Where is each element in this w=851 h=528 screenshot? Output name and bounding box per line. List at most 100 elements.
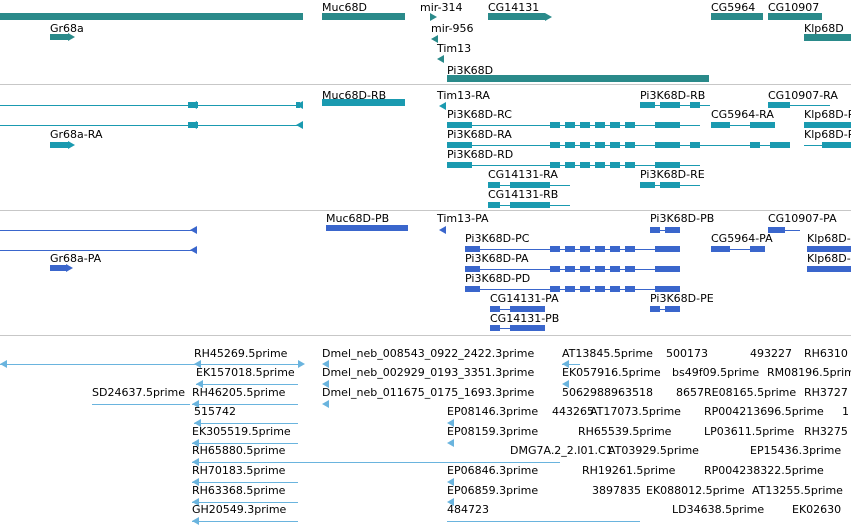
feature-intron-line (92, 404, 190, 405)
feature-exon (550, 142, 560, 148)
strand-arrow-left-icon (562, 380, 569, 388)
feature-label: Tim13 (437, 42, 472, 55)
feature-label: RH70183.5prime (192, 464, 286, 477)
feature-intron-line (192, 521, 298, 522)
feature-intron-line (768, 105, 830, 106)
feature-exon (447, 142, 472, 148)
strand-arrow-left-icon (194, 419, 201, 427)
feature-label: bs49f09.5prime (672, 366, 760, 379)
strand-arrow-left-icon (190, 101, 197, 109)
feature-label: LP03611.5prime (704, 425, 795, 438)
strand-arrow-left-icon (192, 400, 199, 408)
feature-label: Pi3K68D-PC (465, 232, 530, 245)
feature-intron-line (188, 105, 300, 106)
feature-intron-line (192, 482, 298, 483)
feature-label: SD24637.5prime (92, 386, 185, 399)
feature-exon (804, 122, 851, 128)
feature-label: EK305519.5prime (192, 425, 291, 438)
feature-exon (770, 142, 790, 148)
feature-label: RH45269.5prime (194, 347, 288, 360)
feature-label: AT17073.5prime (590, 405, 681, 418)
feature-exon (565, 142, 575, 148)
feature-label: EK02630 (792, 503, 842, 516)
strand-arrow-right-icon (430, 13, 437, 21)
feature-exon (625, 142, 635, 148)
feature-label: CG14131-RA (488, 168, 558, 181)
feature-label: Tim13-RA (437, 89, 490, 102)
strand-arrow-left-icon (562, 360, 569, 368)
feature-label: Muc68D-RB (322, 89, 387, 102)
feature-exon (610, 162, 620, 168)
strand-arrow-left-icon (431, 35, 438, 43)
feature-exon (768, 227, 785, 233)
feature-exon (565, 266, 575, 272)
feature-exon (580, 142, 590, 148)
feature-exon (650, 306, 660, 312)
feature-exon (625, 246, 635, 252)
feature-label: CG14131-PA (490, 292, 559, 305)
feature-label: Klp68D-PA (807, 232, 851, 245)
feature-exon (595, 266, 605, 272)
strand-arrow-left-icon (322, 380, 329, 388)
feature-exon (580, 286, 590, 292)
feature-label: Dmel_neb_002929_0193_3351.3prime (322, 366, 535, 379)
feature-exon (610, 286, 620, 292)
feature-exon (565, 122, 575, 128)
strand-arrow-left-icon (296, 121, 303, 129)
feature-block (768, 13, 822, 20)
feature-exon (488, 202, 500, 208)
feature-label: Klp68D-PB (807, 252, 851, 265)
feature-exon (655, 286, 680, 292)
feature-block (322, 99, 405, 106)
feature-exon (595, 246, 605, 252)
track-separator (0, 84, 851, 85)
track-separator (0, 210, 851, 211)
feature-exon (490, 325, 500, 331)
feature-label: 484723 (447, 503, 489, 516)
feature-label: GH20549.3prime (192, 503, 287, 516)
strand-arrow-left-icon (439, 226, 446, 234)
feature-exon (550, 162, 560, 168)
feature-label: RH65539.5prime (578, 425, 672, 438)
feature-exon (595, 286, 605, 292)
feature-block (322, 13, 405, 20)
feature-label: Pi3K68D-RC (447, 108, 512, 121)
feature-block (0, 13, 303, 20)
feature-block (447, 75, 709, 82)
track-separator (0, 335, 851, 336)
feature-exon (447, 162, 472, 168)
feature-exon (465, 266, 480, 272)
feature-exon (640, 102, 655, 108)
feature-intron-line (711, 249, 765, 250)
feature-intron-line (0, 125, 300, 126)
strand-arrow-left-icon (322, 400, 329, 408)
strand-arrow-left-icon (192, 458, 199, 466)
feature-label: AT03929.5prime (608, 444, 699, 457)
strand-arrow-left-icon (0, 360, 7, 368)
feature-label: mir-314 (420, 1, 463, 14)
feature-label: 1 (842, 405, 849, 418)
feature-exon (655, 162, 680, 168)
feature-label: CG10907-PA (768, 212, 837, 225)
strand-arrow-left-icon (322, 360, 329, 368)
feature-label: Pi3K68D-PD (465, 272, 531, 285)
feature-exon (550, 246, 560, 252)
feature-exon (650, 227, 660, 233)
feature-block (488, 13, 545, 20)
feature-label: EK057916.5prime (562, 366, 661, 379)
feature-exon (655, 246, 680, 252)
feature-label: EK088012.5prime (646, 484, 745, 497)
strand-arrow-left-icon (296, 101, 303, 109)
feature-intron-line (192, 502, 298, 503)
feature-label: RH19261.5prime (582, 464, 676, 477)
feature-label: RP004213696.5prime (704, 405, 824, 418)
strand-arrow-left-icon (447, 478, 454, 486)
feature-label: RH6310 (804, 347, 848, 360)
strand-arrow-left-icon (192, 478, 199, 486)
feature-exon (665, 306, 680, 312)
feature-intron-line (192, 462, 560, 463)
feature-exon (625, 286, 635, 292)
feature-intron-line (196, 384, 298, 385)
feature-label: Klp68D-RB (804, 128, 851, 141)
